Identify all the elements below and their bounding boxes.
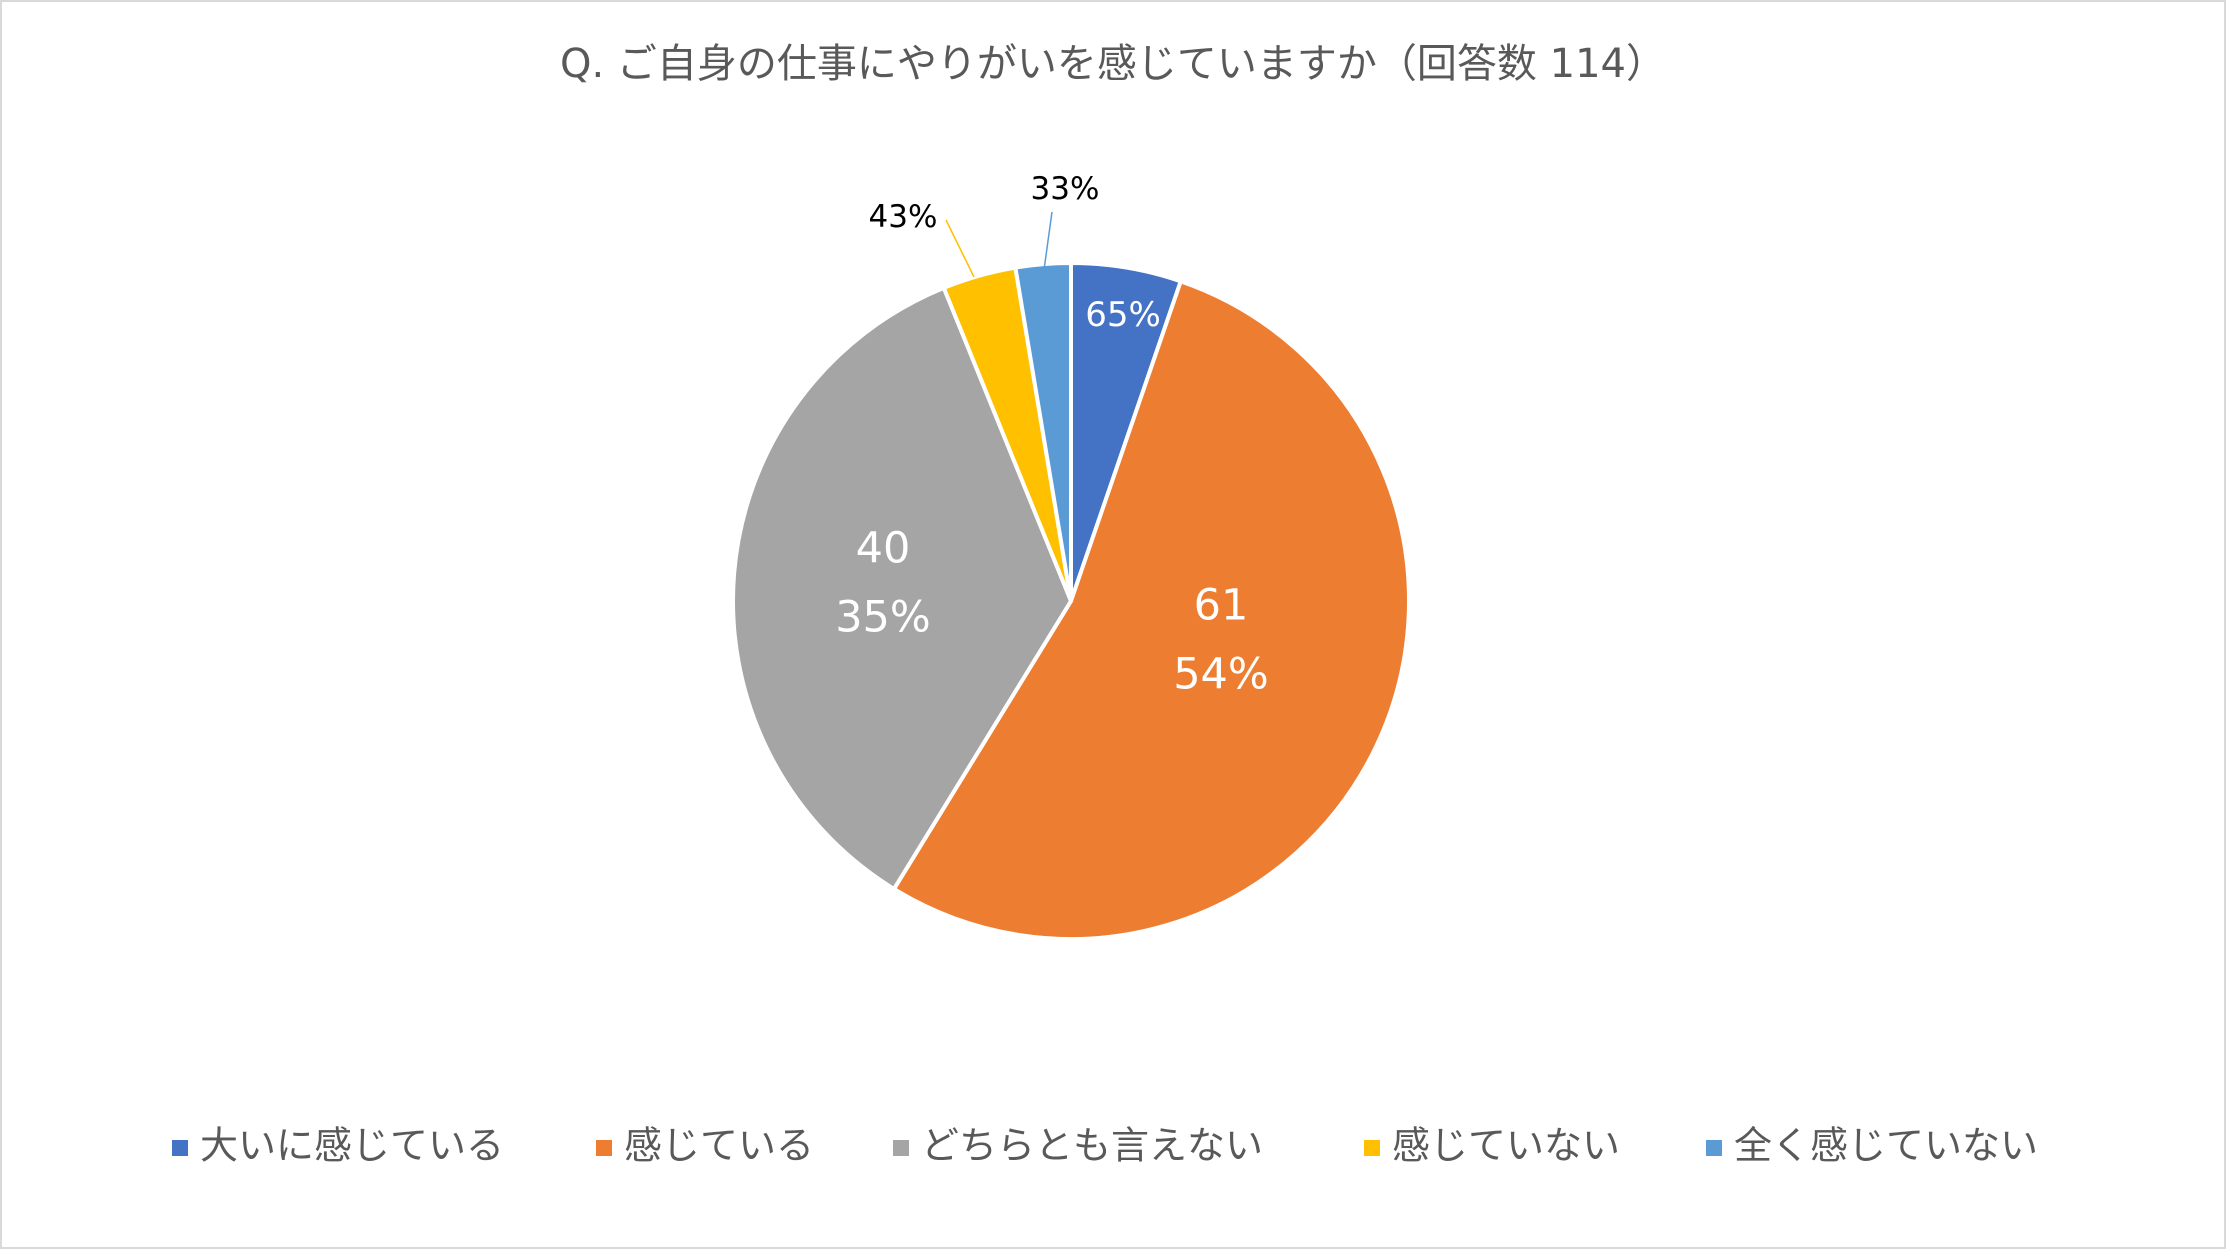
legend-swatch bbox=[893, 1140, 909, 1156]
legend-swatch bbox=[172, 1140, 188, 1156]
chart-title: Q. ご自身の仕事にやりがいを感じていますか（回答数 114） bbox=[560, 41, 1666, 87]
percent-label: 35% bbox=[835, 593, 931, 643]
count-label: 6 bbox=[1085, 295, 1107, 335]
pie-slice bbox=[1013, 260, 1073, 602]
count-label: 40 bbox=[856, 524, 911, 574]
legend-label: 感じている bbox=[624, 1124, 814, 1168]
count-label: 3 bbox=[1031, 171, 1051, 207]
legend-label: 感じていない bbox=[1392, 1124, 1620, 1168]
percent-label: 3% bbox=[888, 199, 937, 235]
data-label: 33% bbox=[1031, 171, 1100, 207]
legend-swatch bbox=[596, 1140, 612, 1156]
legend-swatch bbox=[1364, 1140, 1380, 1156]
count-label: 61 bbox=[1194, 581, 1249, 631]
count-label: 4 bbox=[869, 199, 889, 235]
legend-swatch bbox=[1706, 1140, 1722, 1156]
legend-label: 全く感じていない bbox=[1734, 1124, 2038, 1168]
pie-slice bbox=[731, 285, 1074, 892]
data-label: 43% bbox=[869, 199, 938, 235]
pie-slice bbox=[891, 278, 1411, 941]
percent-label: 54% bbox=[1173, 650, 1269, 700]
leader-line bbox=[945, 219, 975, 278]
percent-label: 5% bbox=[1107, 295, 1161, 335]
legend-label: どちらとも言えない bbox=[921, 1124, 1263, 1168]
percent-label: 3% bbox=[1050, 171, 1099, 207]
data-label: 65% bbox=[1085, 295, 1161, 335]
leader-line bbox=[1042, 211, 1053, 278]
legend-label: 大いに感じている bbox=[200, 1124, 504, 1168]
